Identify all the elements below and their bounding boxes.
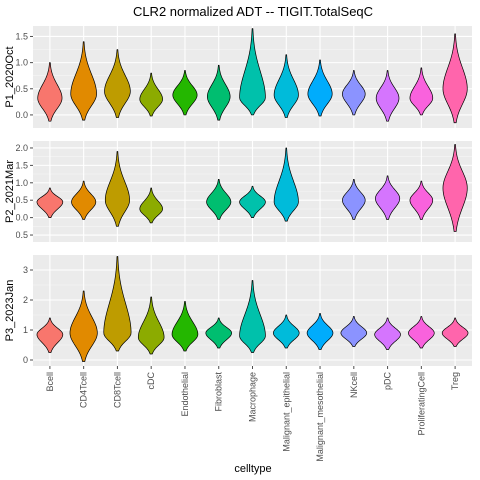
x-tick-label: Bcell <box>45 372 55 392</box>
y-tick-label: 0.5 <box>15 84 28 94</box>
y-tick-label: 1.5 <box>15 160 28 170</box>
facet-strip-label: P3_2023Jan <box>4 280 16 342</box>
violin-Macrophage <box>239 280 266 353</box>
y-tick-label: 1.5 <box>15 31 28 41</box>
violin-ProliferatingCell <box>409 67 434 116</box>
y-tick-label: 0.0 <box>15 110 28 120</box>
violin-NKcell <box>342 70 366 116</box>
violin-CD4Tcell <box>71 180 97 220</box>
y-tick-label: 1.0 <box>15 178 28 188</box>
x-tick-label: Malignant_mesothelial <box>315 372 325 462</box>
violin-Malignant_mesothelial <box>306 313 334 350</box>
violin-ProliferatingCell <box>409 180 434 220</box>
x-tick-label: Endothelial <box>180 372 190 417</box>
violin-Endothelial <box>172 70 198 116</box>
y-tick-label: -0.5 <box>12 230 28 240</box>
violin-CD8Tcell <box>103 256 132 352</box>
facet-strip-label: P2_2021Mar <box>4 160 16 223</box>
y-tick-label: 0.0 <box>15 213 28 223</box>
x-tick-label: Fibroblast <box>214 372 224 412</box>
x-tick-label: CD8Tcell <box>112 372 122 408</box>
x-tick-label: CD4Tcell <box>79 372 89 408</box>
y-tick-label: 0 <box>23 355 28 365</box>
violin-Treg <box>442 33 468 124</box>
violin-Treg <box>441 317 469 347</box>
y-tick-label: 1 <box>23 325 28 335</box>
violin-Macrophage <box>239 28 266 116</box>
x-tick-label: cDC <box>146 372 156 390</box>
x-tick-label: NKcell <box>349 372 359 398</box>
facet-panel: 0.0 0.5 1.0 1.5 P1_2020Oct <box>2 26 472 128</box>
violin-Fibroblast <box>206 64 231 121</box>
violin-cDC <box>139 72 163 117</box>
y-tick-label: 3 <box>23 265 28 275</box>
x-tick-labels: Bcell CD4Tcell CD8Tcell cDC Endothelial Fibro… <box>45 366 460 462</box>
panels-group: 0.0 0.5 1.0 1.5 P1_2020Oct -0.5 0.0 0.5 1.0 1.5 2.… <box>2 26 472 366</box>
violin-Malignant_epithelial <box>273 314 300 349</box>
facet-strip <box>2 141 16 242</box>
y-tick-label: 2 <box>23 295 28 305</box>
violin-pDC <box>374 317 401 350</box>
x-tick-label: Macrophage <box>248 372 258 422</box>
violin-Bcell <box>36 187 64 218</box>
violin-CD4Tcell <box>69 290 98 362</box>
violin-Malignant_mesothelial <box>307 59 333 117</box>
violin-Fibroblast <box>206 178 232 220</box>
x-tick-label: Treg <box>450 372 460 390</box>
x-axis-label: celltype <box>234 463 271 475</box>
violin-CD8Tcell <box>104 151 130 227</box>
violin-Treg <box>442 144 468 232</box>
violin-CD4Tcell <box>70 41 97 121</box>
violin-Endothelial <box>171 301 199 352</box>
y-tick-label: 0.5 <box>15 195 28 205</box>
facet-strip <box>2 26 16 128</box>
violin-ProliferatingCell <box>408 316 435 349</box>
violin-NKcell <box>342 178 366 220</box>
violin-NKcell <box>340 316 368 347</box>
violin-Fibroblast <box>205 317 232 349</box>
violin-Malignant_epithelial <box>273 147 299 222</box>
violin-Malignant_epithelial <box>273 54 299 118</box>
violin-pDC <box>375 70 400 122</box>
facet-panel: -0.5 0.0 0.5 1.0 1.5 2.0 P2_2021Mar <box>2 141 472 242</box>
violin-pDC <box>375 175 401 220</box>
violin-cDC <box>139 187 163 224</box>
x-tick-label: ProliferatingCell <box>416 372 426 436</box>
violin-cDC <box>137 296 165 355</box>
violin-Bcell <box>36 317 64 353</box>
facet-strip-label: P1_2020Oct <box>4 46 16 107</box>
y-tick-label: 2.0 <box>15 143 28 153</box>
chart-title: CLR2 normalized ADT -- TIGIT.TotalSeqC <box>133 4 373 19</box>
facet-panel: 0 1 2 3 P3_2023Jan <box>2 255 472 366</box>
violin-Macrophage <box>239 185 266 218</box>
violin-CD8Tcell <box>104 49 131 118</box>
facet-strip <box>2 255 16 366</box>
y-tick-label: 1.0 <box>15 58 28 68</box>
violin-Bcell <box>37 62 63 122</box>
x-tick-label: pDC <box>383 372 393 391</box>
x-tick-label: Malignant_epithelial <box>281 372 291 452</box>
